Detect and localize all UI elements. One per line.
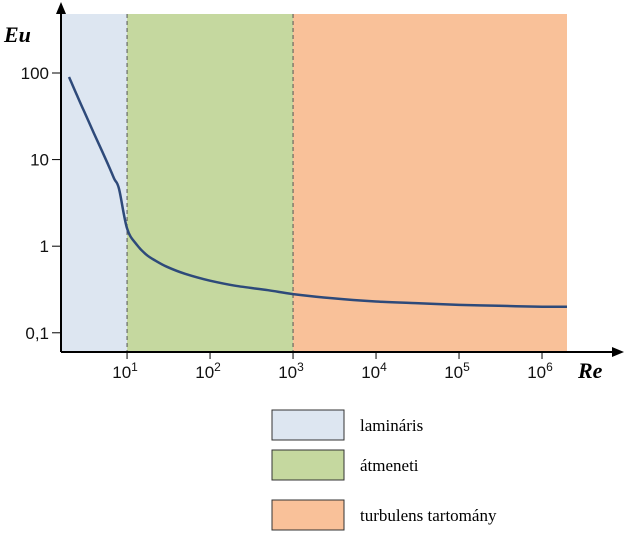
region-bands bbox=[61, 14, 567, 352]
legend-label-turbulent: turbulens tartomány bbox=[360, 506, 497, 525]
axes bbox=[56, 2, 624, 357]
y-tick-label-2: 1 bbox=[40, 237, 49, 256]
region-turbulent bbox=[293, 14, 567, 352]
legend-swatch-laminar bbox=[271, 409, 345, 441]
y-tick-label-0: 100 bbox=[21, 64, 49, 83]
legend-label-transition: átmeneti bbox=[360, 456, 419, 475]
y-ticks: 100 10 1 0,1 bbox=[21, 64, 61, 343]
eu-curve-line bbox=[67, 76, 568, 309]
legend-swatch-transition bbox=[271, 449, 345, 481]
region-boundaries bbox=[126, 14, 294, 352]
x-axis-arrow bbox=[612, 347, 624, 357]
x-tick-label-1: 102 bbox=[195, 360, 221, 382]
x-tick-label-0: 101 bbox=[112, 360, 138, 382]
y-axis-arrow bbox=[56, 2, 66, 14]
x-tick-label-2: 103 bbox=[278, 360, 304, 382]
legend-swatch-turbulent bbox=[271, 499, 345, 531]
x-tick-label-3: 104 bbox=[361, 360, 387, 382]
x-tick-label-4: 105 bbox=[444, 360, 470, 382]
x-axis-title: Re bbox=[577, 358, 603, 383]
region-transition bbox=[127, 14, 294, 352]
x-tick-label-5: 106 bbox=[527, 360, 553, 382]
x-ticks: 101 102 103 104 105 106 bbox=[112, 352, 553, 382]
y-axis-title: Eu bbox=[3, 22, 31, 47]
y-tick-label-3: 0,1 bbox=[25, 324, 49, 343]
legend: lamináris átmeneti turbulens tartomány bbox=[271, 409, 497, 531]
legend-label-laminar: lamináris bbox=[360, 416, 423, 435]
y-tick-label-1: 10 bbox=[30, 151, 49, 170]
